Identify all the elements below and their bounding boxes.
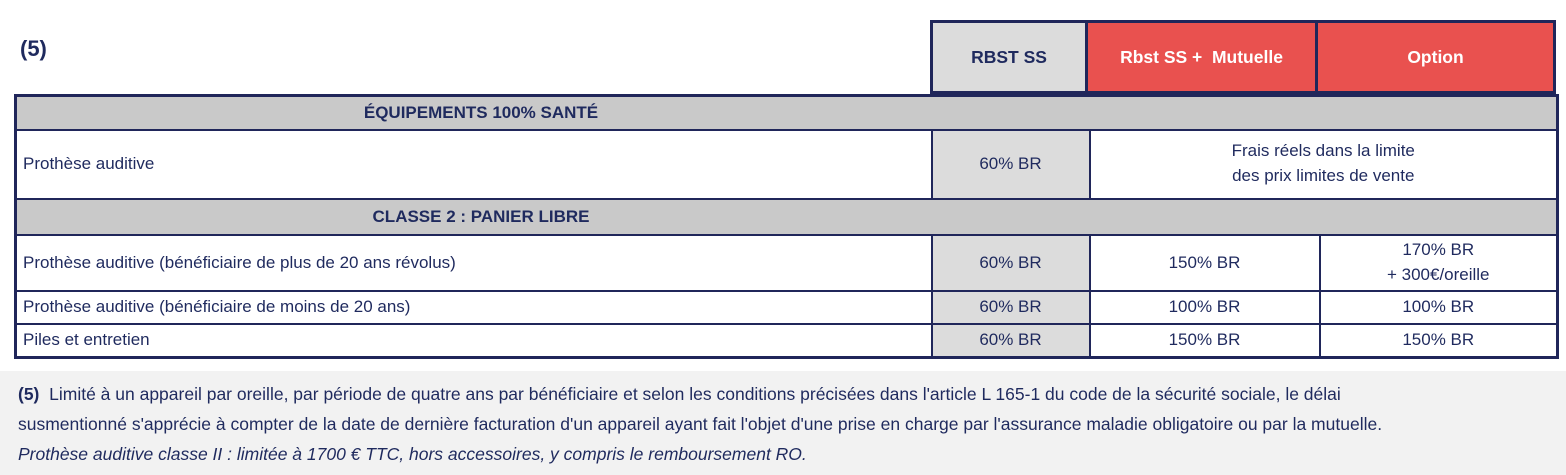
section-title-equipements: ÉQUIPEMENTS 100% SANTÉ (363, 102, 599, 122)
cell-plus20-option: 170% BR + 300€/oreille (1318, 233, 1559, 292)
row-label-prothese-plus-20: Prothèse auditive (bénéficiaire de plus … (14, 233, 933, 292)
section-row-classe-2: CLASSE 2 : PANIER LIBRE (14, 197, 1559, 236)
row-label-prothese-moins-20: Prothèse auditive (bénéficiaire de moins… (14, 289, 933, 325)
footnote-block: (5) Limité à un appareil par oreille, pa… (0, 371, 1566, 475)
footnote-line-2: susmentionné s'apprécie à compter de la … (18, 414, 1383, 434)
cell-plus20-rbst: 60% BR (930, 233, 1091, 292)
cell-prothese-rbst: 60% BR (930, 128, 1091, 200)
column-header-rbst-ss-mutuelle: Rbst SS + Mutuelle (1088, 20, 1318, 94)
section-title-classe-2: CLASSE 2 : PANIER LIBRE (372, 206, 590, 226)
table-row-prothese-plus-20-ans: Prothèse auditive (bénéficiaire de plus … (14, 233, 1559, 292)
cell-piles-rbst: 60% BR (930, 322, 1091, 359)
table-row-piles-entretien: Piles et entretien 60% BR 150% BR 150% B… (14, 322, 1559, 359)
footnote-line-1: (5) Limité à un appareil par oreille, pa… (18, 379, 1548, 409)
footnote-ref: (5) (18, 384, 40, 404)
footnote-ref-marker: (5) (20, 36, 47, 61)
section-row-equipements-100-sante: ÉQUIPEMENTS 100% SANTÉ (14, 94, 1559, 131)
frais-reels-line1: Frais réels dans la limite (1231, 141, 1415, 161)
column-header-option: Option (1318, 20, 1556, 94)
cell-piles-option: 150% BR (1318, 322, 1559, 359)
benefits-table: ÉQUIPEMENTS 100% SANTÉ Prothèse auditive… (14, 94, 1559, 359)
cell-moins20-option: 100% BR (1318, 289, 1559, 325)
footnote-text-1: Limité à un appareil par oreille, par pé… (49, 384, 1341, 404)
cell-prothese-frais-reels: Frais réels dans la limite des prix limi… (1088, 128, 1559, 200)
column-headers: RBST SS Rbst SS + Mutuelle Option (930, 20, 1556, 94)
plus20-option-line2: + 300€/oreille (1386, 264, 1490, 284)
frais-reels-line2: des prix limites de vente (1232, 166, 1415, 185)
row-label-piles-entretien: Piles et entretien (14, 322, 933, 359)
row-label-prothese-auditive: Prothèse auditive (14, 128, 933, 200)
column-header-rbst-ss: RBST SS (930, 20, 1088, 94)
cell-piles-mutuelle: 150% BR (1088, 322, 1321, 359)
cell-moins20-mutuelle: 100% BR (1088, 289, 1321, 325)
plus20-option-line1: 170% BR (1402, 239, 1475, 259)
cell-moins20-rbst: 60% BR (930, 289, 1091, 325)
section-band: ÉQUIPEMENTS 100% SANTÉ (14, 94, 1559, 131)
cell-plus20-mutuelle: 150% BR (1088, 233, 1321, 292)
table-row-prothese-auditive: Prothèse auditive 60% BR Frais réels dan… (14, 128, 1559, 200)
footnote-line-3-italic: Prothèse auditive classe II : limitée à … (18, 444, 807, 464)
table-row-prothese-moins-20-ans: Prothèse auditive (bénéficiaire de moins… (14, 289, 1559, 325)
section-band: CLASSE 2 : PANIER LIBRE (14, 197, 1559, 236)
